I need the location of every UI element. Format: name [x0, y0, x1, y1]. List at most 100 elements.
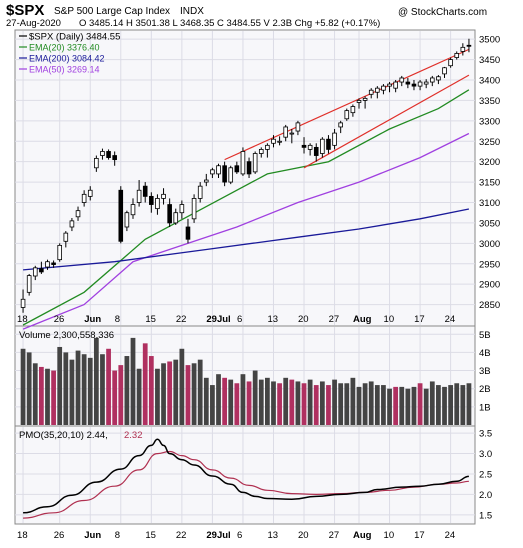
price-legend: $SPX (Daily) 3484.55 EMA(20) 3376.40 EMA… [19, 32, 120, 75]
candle-body [69, 220, 75, 228]
volume-bar [136, 368, 142, 425]
x-tick-label: 24 [445, 314, 456, 325]
pmo-signal-label: 2.32 [124, 430, 143, 441]
volume-bar [436, 385, 441, 425]
volume-bar [197, 359, 203, 425]
y-tick-label: 3250 [479, 137, 500, 148]
candle-body [234, 165, 240, 173]
y-tick-label: 3100 [479, 198, 500, 209]
volume-bar [344, 383, 350, 425]
volume-bar [252, 370, 258, 425]
volume-marks [20, 337, 472, 425]
volume-bar [112, 370, 118, 425]
candle-body [228, 167, 234, 183]
candle-body [417, 81, 423, 87]
candle-body [344, 110, 350, 120]
legend-price: $SPX (Daily) 3484.55 [29, 32, 120, 43]
candle-body [411, 83, 417, 87]
volume-bar [216, 374, 221, 425]
candle-body [39, 268, 44, 273]
x-tick-label: 17 [414, 314, 425, 325]
candle-body [197, 185, 203, 199]
volume-bar [75, 350, 81, 425]
volume-bar [277, 383, 282, 425]
candle-body [222, 165, 227, 183]
y-tick-label: 3B [479, 366, 491, 377]
candle-body [210, 169, 215, 175]
candle-body [436, 76, 441, 81]
axis-labels: 18 18 26 26 Jun Jun 8 8 15 15 22 22 29Jul 29Jul 6 6 13 13… [17, 35, 500, 541]
y-tick-label: 2950 [479, 259, 500, 270]
volume-bar [399, 386, 405, 425]
y-tick-label: 2B [479, 384, 491, 395]
candle-body [155, 198, 160, 210]
candle-body [271, 138, 276, 144]
volume-bar [148, 356, 154, 425]
volume-bar [161, 363, 166, 425]
volume-bar [246, 381, 252, 425]
x-tick-label: 27 [329, 530, 340, 541]
candle-body [448, 59, 453, 67]
volume-bar [362, 383, 368, 425]
candle-body [381, 85, 386, 91]
candle-body [81, 193, 87, 203]
volume-bar [191, 363, 197, 425]
x-tick-label: 6 [237, 314, 242, 325]
candle-body [258, 149, 264, 154]
volume-bar [57, 346, 63, 425]
volume-bar [411, 386, 417, 425]
candle-body [356, 100, 362, 103]
pmo-panel [14, 425, 476, 525]
candle-body [252, 153, 258, 173]
candle-body [246, 161, 252, 175]
y-tick-label: 3350 [479, 96, 500, 107]
candle-body [191, 198, 197, 220]
candle-body [20, 298, 26, 308]
x-tick-label: 17 [414, 530, 425, 541]
x-tick-label: 29Jul [206, 314, 230, 325]
x-tick-label: 20 [298, 314, 309, 325]
pmo-line [23, 438, 469, 514]
candle-body [130, 204, 136, 216]
volume-bar [454, 383, 460, 425]
x-tick-label: 8 [115, 530, 120, 541]
trend-channel-line [303, 74, 470, 169]
y-tick-label: 5B [479, 330, 491, 341]
y-tick-label: 3150 [479, 178, 500, 189]
candle-body [124, 212, 130, 228]
volume-bar [289, 379, 295, 425]
ema200-line [23, 208, 470, 271]
x-tick-label: 20 [298, 530, 309, 541]
volume-bar [124, 356, 130, 425]
volume-bar [106, 348, 111, 425]
watermark: @ StockCharts.com [398, 7, 487, 18]
volume-bar [26, 352, 32, 425]
price-panel [14, 29, 476, 327]
y-tick-label: 3.0 [479, 449, 492, 460]
volume-bar [466, 383, 472, 425]
y-tick-label: 3450 [479, 55, 500, 66]
candle-body [350, 106, 356, 114]
x-tick-label: 8 [115, 314, 120, 325]
x-tick-label: 18 [17, 314, 28, 325]
y-tick-label: 4B [479, 348, 491, 359]
volume-bar [69, 359, 75, 425]
x-tick-label: 6 [237, 530, 242, 541]
x-tick-label: 22 [176, 314, 187, 325]
candle-body [399, 77, 405, 83]
volume-bar [93, 337, 99, 425]
volume-bar [179, 348, 185, 425]
x-tick-label: Aug [353, 530, 372, 541]
volume-bar [234, 383, 240, 425]
y-tick-label: 2900 [479, 280, 500, 291]
volume-bar [87, 357, 93, 425]
price-marks [20, 38, 472, 330]
pmo-signal-line [23, 450, 469, 519]
candle-body [405, 81, 411, 85]
volume-bar [295, 381, 301, 425]
y-tick-label: 2.5 [479, 469, 492, 480]
candle-body [161, 193, 166, 199]
y-tick-label: 3200 [479, 157, 500, 168]
candle-body [466, 44, 472, 47]
